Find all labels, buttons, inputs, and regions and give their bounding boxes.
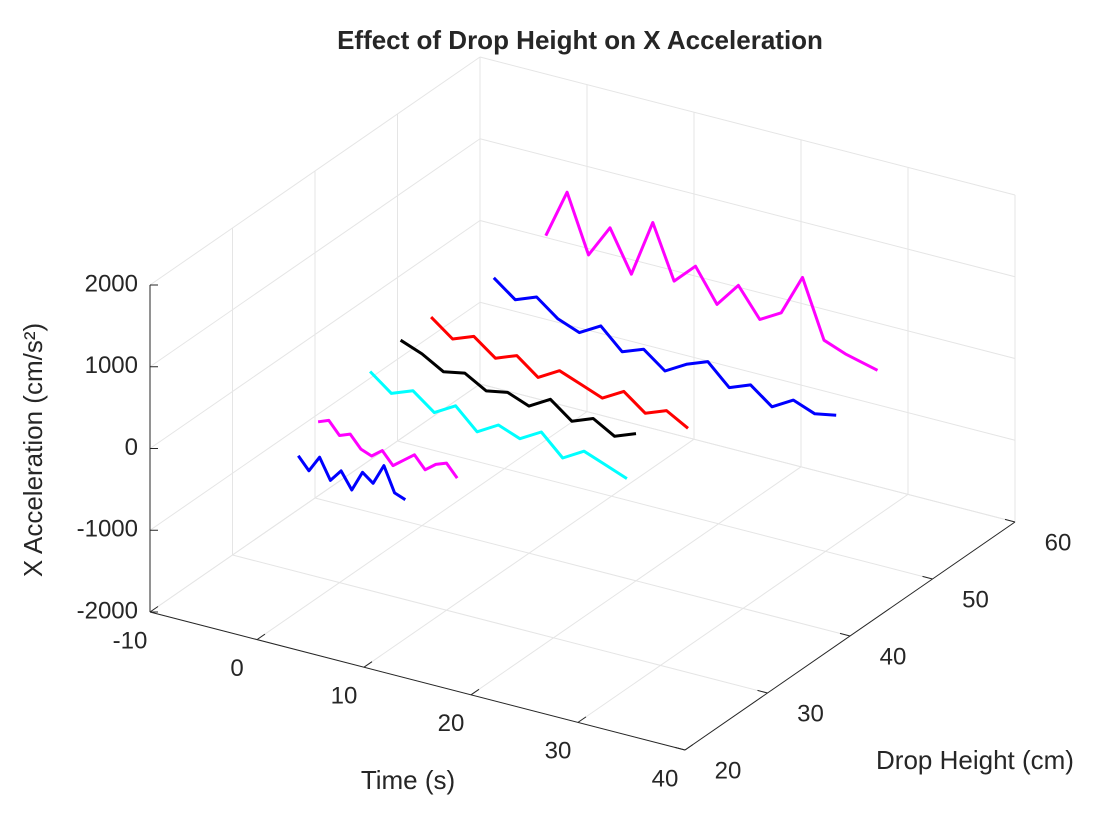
- x-tick-label: 30: [545, 738, 572, 765]
- series-line: [544, 190, 879, 372]
- grid-line: [149, 301, 481, 531]
- grid-line: [314, 497, 851, 637]
- series-line: [399, 338, 637, 438]
- y-tick-label: 60: [1045, 529, 1072, 556]
- x-tick: [363, 661, 373, 668]
- grid-line: [479, 138, 1016, 278]
- x-tick-label: 40: [652, 765, 679, 792]
- series-line: [369, 370, 628, 480]
- z-tick-label: 0: [125, 434, 138, 461]
- y-tick: [1004, 518, 1016, 523]
- series-line: [317, 418, 459, 479]
- x-tick: [684, 744, 694, 751]
- series-line: [297, 454, 407, 501]
- x-tick-label: -10: [113, 627, 148, 654]
- y-tick: [922, 575, 933, 580]
- grid-line: [479, 220, 1016, 359]
- y-tick-label: 30: [797, 700, 824, 727]
- x-tick-label: 10: [331, 683, 358, 710]
- chart-title: Effect of Drop Height on X Acceleration: [337, 25, 823, 55]
- series-line: [430, 316, 689, 430]
- y-tick: [674, 746, 686, 751]
- grid-line: [397, 440, 933, 580]
- z-tick-label: 2000: [85, 270, 138, 297]
- grid-line: [149, 220, 481, 449]
- y-tick-label: 40: [880, 643, 907, 670]
- y-axis-label: Drop Height (cm): [876, 745, 1074, 775]
- grid-line: [149, 383, 481, 613]
- y-tick-label: 20: [715, 757, 742, 784]
- grid-line: [232, 554, 768, 694]
- x-tick: [256, 633, 266, 641]
- grid-line: [149, 138, 481, 368]
- z-tick-label: -1000: [77, 516, 138, 543]
- grid-line: [479, 56, 1016, 196]
- z-tick-label: -2000: [77, 597, 138, 624]
- grid-line: [479, 383, 1016, 523]
- z-axis-label: X Acceleration (cm/s²): [18, 323, 48, 577]
- x-axis-label: Time (s): [361, 765, 455, 795]
- y-tick: [757, 689, 768, 694]
- y-tick-label: 50: [962, 586, 989, 613]
- x-tick-label: 20: [438, 710, 465, 737]
- grid-line: [149, 56, 481, 286]
- x-tick: [470, 688, 480, 696]
- x-tick: [149, 606, 159, 613]
- x-tick-label: 0: [230, 655, 243, 682]
- series-line: [492, 276, 837, 417]
- x-tick: [577, 716, 587, 723]
- y-tick: [839, 632, 851, 637]
- z-tick-label: 1000: [85, 352, 138, 379]
- x-axis: [149, 611, 686, 751]
